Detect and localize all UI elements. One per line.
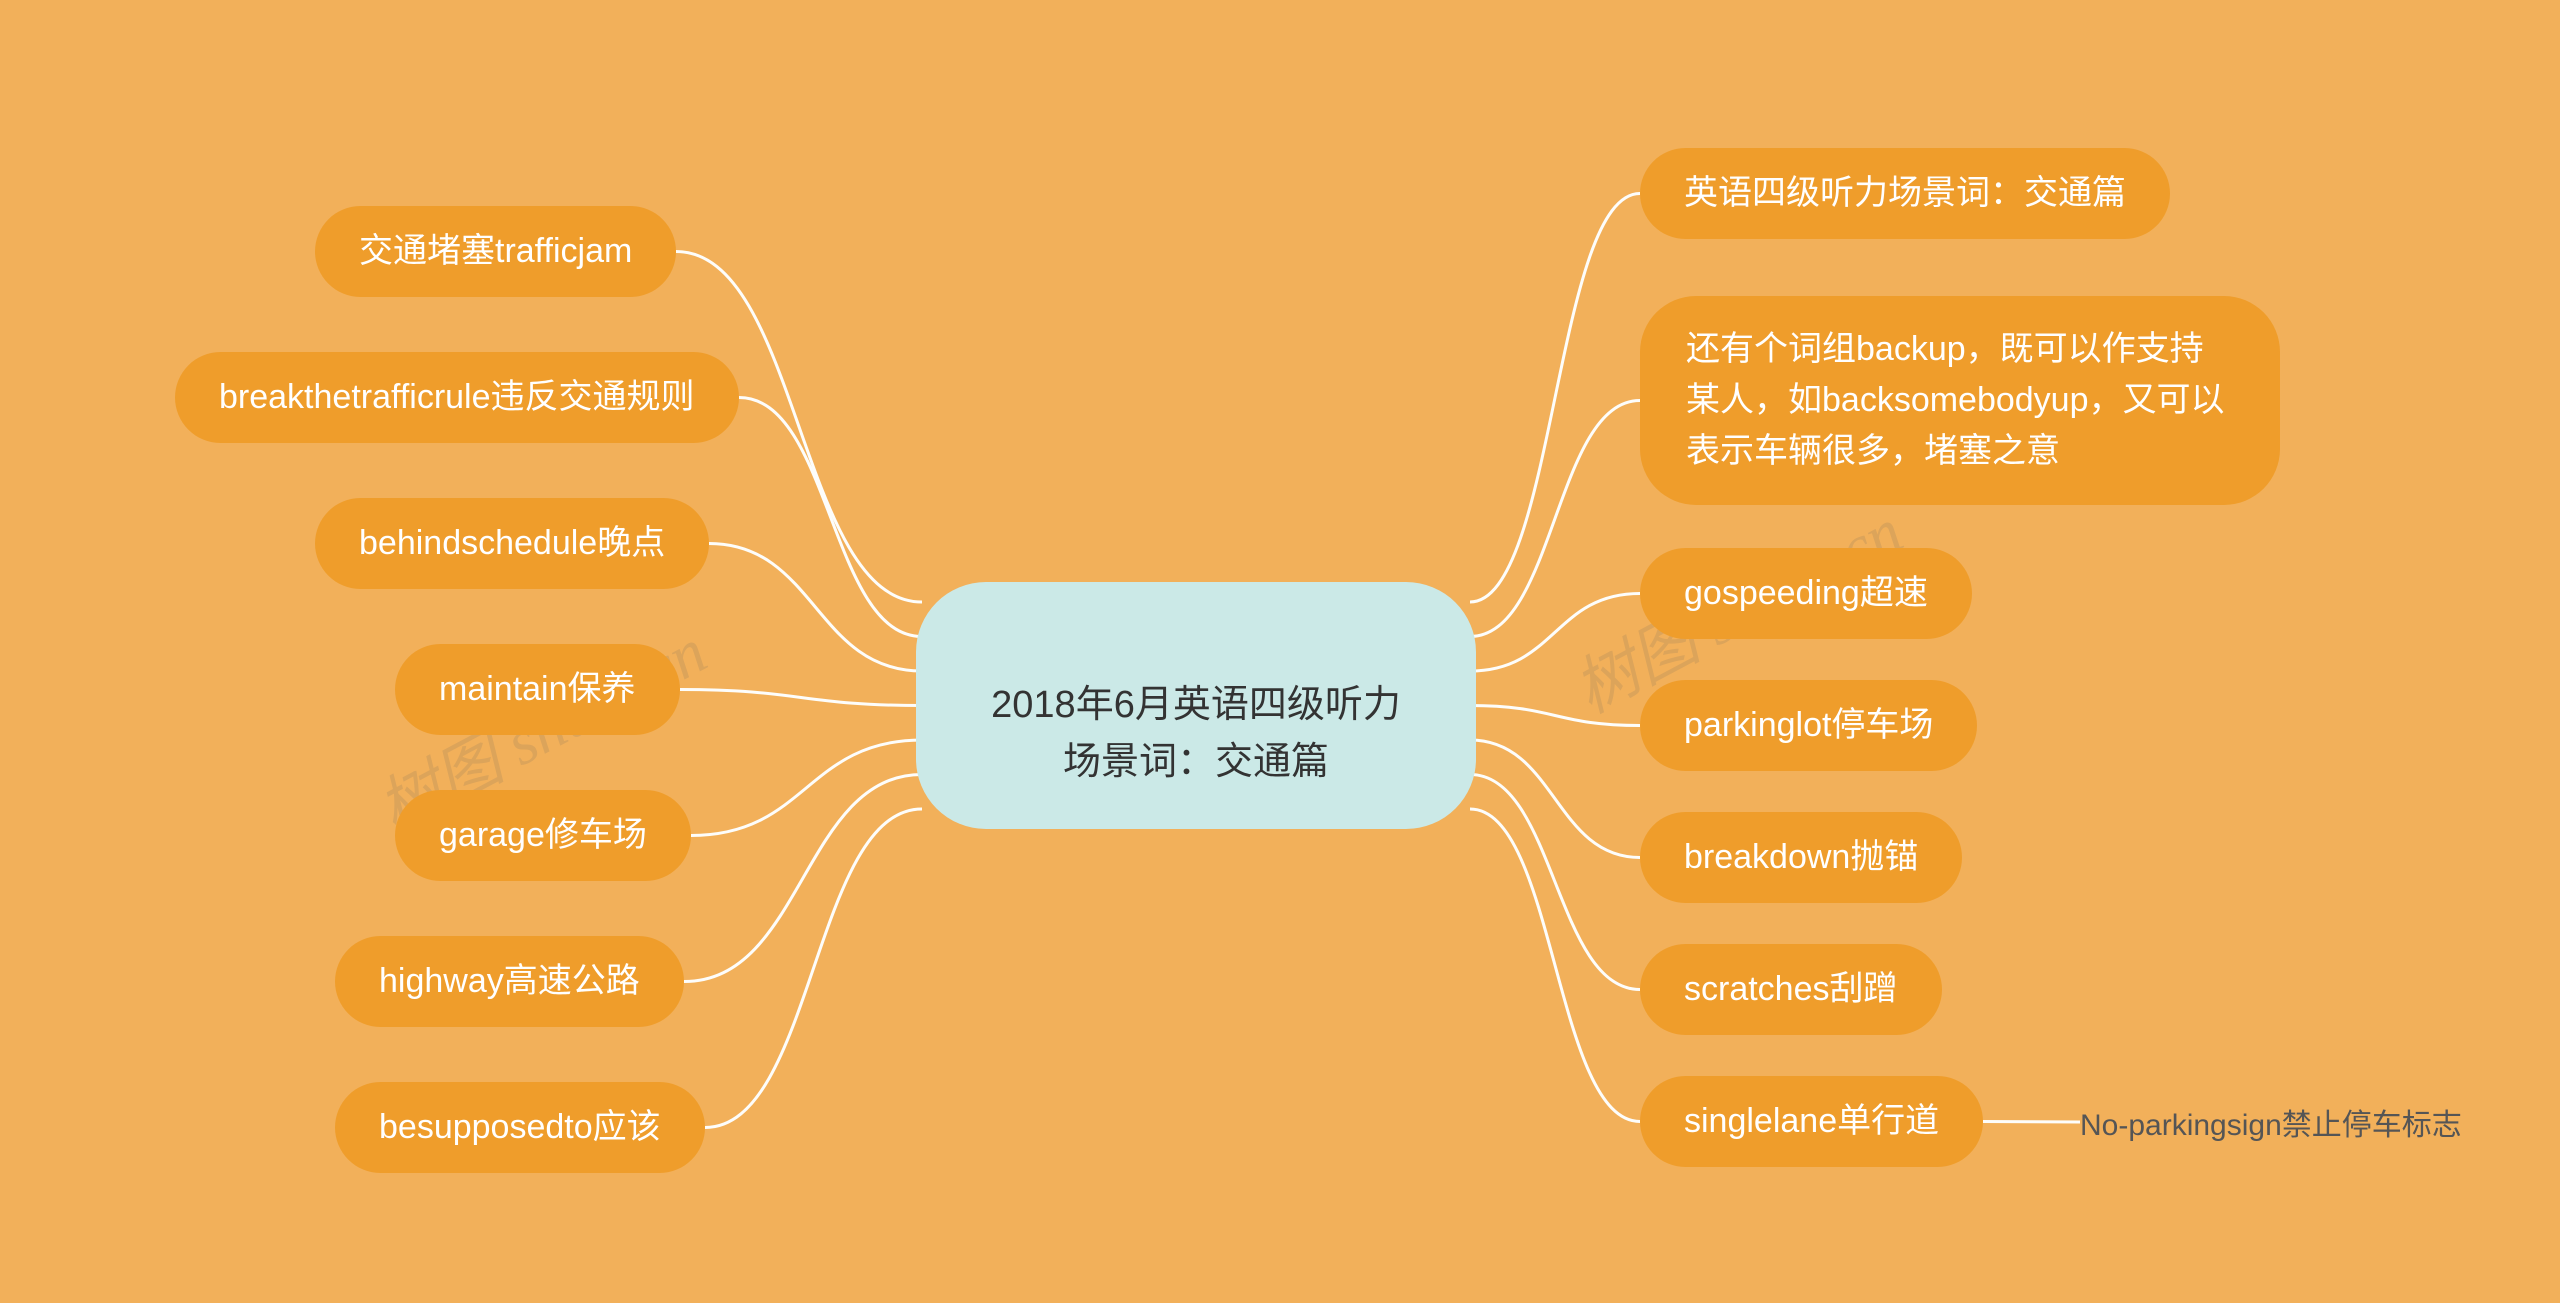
- left-branch-5: highway高速公路: [335, 936, 684, 1027]
- right-branch-1: 还有个词组backup，既可以作支持某人，如backsomebodyup，又可以…: [1640, 296, 2280, 505]
- branch-label: scratches刮蹭: [1684, 970, 1898, 1008]
- left-branch-3: maintain保养: [395, 644, 680, 735]
- center-label: 2018年6月英语四级听力 场景词：交通篇: [991, 684, 1401, 783]
- branch-label: 英语四级听力场景词：交通篇: [1684, 174, 2126, 212]
- branch-label: gospeeding超速: [1684, 574, 1928, 612]
- leaf-node: No-parkingsign禁止停车标志: [2080, 1100, 2462, 1144]
- branch-label: behindschedule晚点: [359, 524, 665, 562]
- branch-label: singlelane单行道: [1684, 1102, 1939, 1140]
- left-branch-1: breakthetrafficrule违反交通规则: [175, 352, 739, 443]
- branch-label: breakthetrafficrule违反交通规则: [219, 378, 695, 416]
- branch-label: highway高速公路: [379, 962, 640, 1000]
- branch-label: maintain保养: [439, 670, 636, 708]
- left-branch-4: garage修车场: [395, 790, 691, 881]
- right-branch-0: 英语四级听力场景词：交通篇: [1640, 148, 2170, 239]
- right-branch-5: scratches刮蹭: [1640, 944, 1942, 1035]
- center-node: 2018年6月英语四级听力 场景词：交通篇: [916, 582, 1476, 829]
- left-branch-6: besupposedto应该: [335, 1082, 705, 1173]
- branch-label: garage修车场: [439, 816, 647, 854]
- branch-label: besupposedto应该: [379, 1108, 661, 1146]
- right-branch-6: singlelane单行道: [1640, 1076, 1983, 1167]
- branch-label: breakdown抛锚: [1684, 838, 1918, 876]
- branch-label: parkinglot停车场: [1684, 706, 1933, 744]
- right-branch-4: breakdown抛锚: [1640, 812, 1962, 903]
- left-branch-2: behindschedule晚点: [315, 498, 709, 589]
- branch-label: 交通堵塞trafficjam: [359, 232, 632, 270]
- left-branch-0: 交通堵塞trafficjam: [315, 206, 676, 297]
- right-branch-2: gospeeding超速: [1640, 548, 1972, 639]
- branch-label: 还有个词组backup，既可以作支持某人，如backsomebodyup，又可以…: [1686, 330, 2225, 470]
- right-branch-3: parkinglot停车场: [1640, 680, 1977, 771]
